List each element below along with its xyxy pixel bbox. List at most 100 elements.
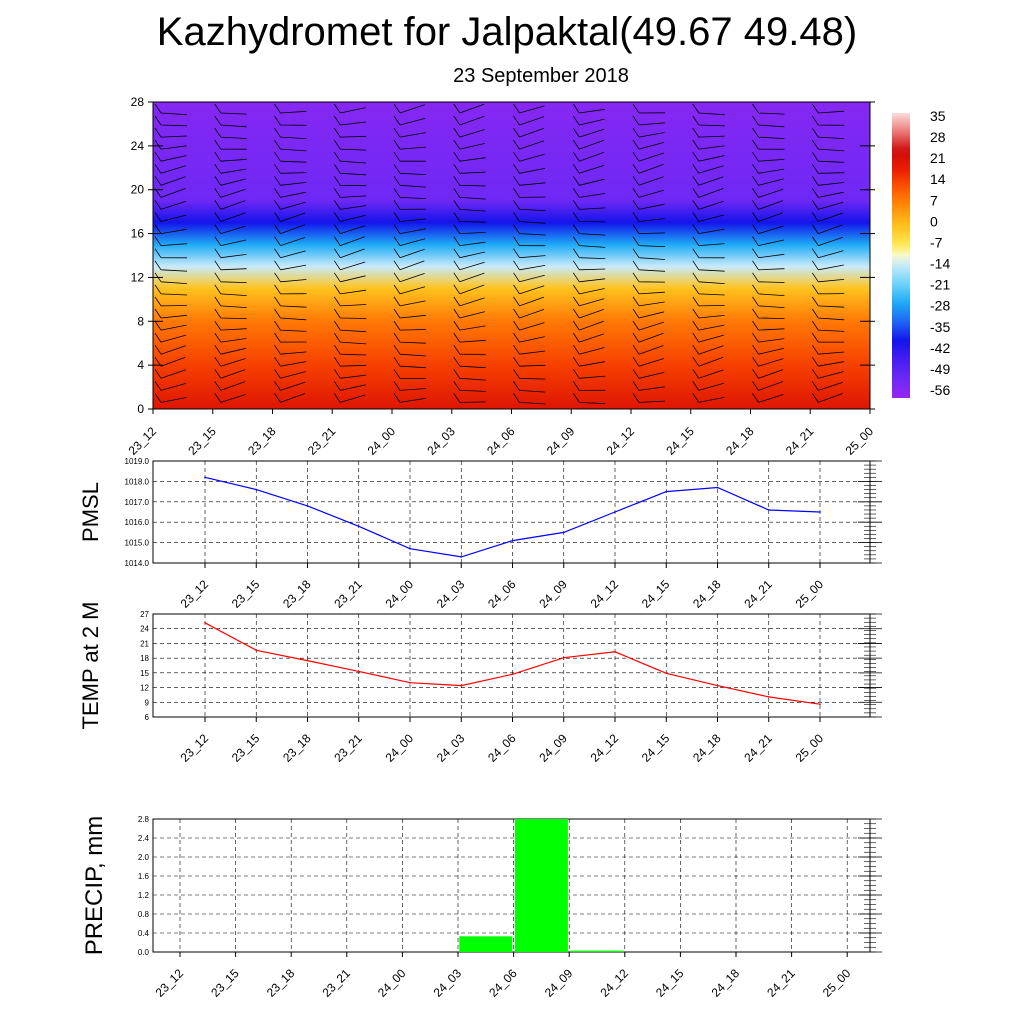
data-point — [306, 505, 309, 507]
wind-barb — [752, 393, 784, 403]
heatmap-field — [153, 102, 870, 409]
x-tick-label: 24_06 — [485, 577, 519, 611]
wind-barb — [632, 127, 665, 138]
data-point — [716, 684, 719, 687]
wind-barb — [811, 381, 844, 391]
wind-barb — [752, 260, 785, 271]
wind-barb — [572, 369, 606, 379]
precip-bar — [570, 950, 624, 952]
wind-barb — [453, 200, 486, 212]
wind-barb — [513, 127, 545, 138]
wind-barb — [572, 164, 605, 174]
wind-barb — [752, 320, 785, 331]
data-point — [511, 539, 514, 542]
wind-barb — [333, 296, 367, 307]
wind-barb — [154, 151, 187, 162]
wind-barb — [214, 212, 246, 222]
wind-barb — [572, 344, 605, 355]
wind-barb — [333, 248, 365, 259]
x-tick-label: 24_15 — [639, 731, 673, 765]
wind-barb — [274, 332, 307, 343]
x-tick-label: 25_00 — [820, 966, 854, 1000]
data-point — [255, 488, 258, 491]
wind-barb — [154, 344, 186, 355]
wind-barb — [692, 272, 725, 284]
wind-barb — [274, 296, 307, 308]
x-tick-label: 24_06 — [485, 731, 519, 765]
data-point — [306, 659, 309, 662]
data-point — [460, 556, 463, 558]
y-axis-label: PRECIP, mm — [81, 816, 108, 956]
wind-barb — [393, 127, 426, 138]
wind-barb — [692, 284, 725, 296]
wind-barb — [811, 127, 845, 139]
y-axis-label: TEMP at 2 M — [78, 602, 103, 730]
wind-barb — [811, 188, 844, 198]
wind-barb — [274, 103, 307, 114]
wind-barb — [214, 224, 246, 234]
wind-barb — [692, 164, 724, 174]
wind-barb — [513, 369, 546, 380]
y-tick-label: 27 — [140, 610, 149, 619]
wind-barb — [333, 224, 366, 234]
wind-barb — [752, 344, 784, 355]
wind-barb — [692, 176, 724, 186]
y-tick-label: 12 — [131, 270, 145, 284]
wind-barb — [692, 296, 725, 307]
wind-barbs — [154, 103, 845, 405]
wind-barb — [393, 393, 426, 403]
wind-barb — [692, 332, 724, 343]
x-tick-label: 24_12 — [588, 731, 622, 765]
wind-barb — [393, 236, 426, 246]
wind-barb — [453, 103, 485, 114]
wind-barb — [274, 260, 307, 271]
wind-barb — [572, 236, 606, 248]
wind-barb — [632, 356, 664, 367]
wind-barb — [274, 393, 306, 403]
wind-barb — [214, 369, 246, 379]
x-tick-label: 24_00 — [383, 731, 417, 765]
wind-barb — [811, 320, 845, 332]
wind-barb — [274, 115, 307, 126]
x-tick-label: 24_15 — [663, 424, 697, 458]
x-tick-label: 23_15 — [229, 731, 263, 765]
wind-barb — [513, 320, 545, 331]
x-tick-label: 24_15 — [653, 966, 687, 1000]
wind-barb — [632, 344, 664, 355]
x-tick-label: 24_09 — [544, 424, 578, 458]
wind-barb — [333, 344, 367, 356]
wind-barb — [811, 115, 845, 126]
wind-barb — [393, 115, 426, 126]
wind-barb — [752, 272, 785, 283]
colorbar-label: -35 — [930, 319, 950, 335]
wind-barb — [393, 248, 425, 259]
data-point — [665, 490, 668, 493]
x-tick-label: 23_15 — [185, 424, 219, 458]
x-tick-label: 24_03 — [434, 731, 468, 765]
x-tick-label: 23_21 — [331, 731, 365, 765]
wind-barb — [274, 248, 306, 259]
temp-2m-chart: 6 9 12 15 18 21 24 27 23_12 23_15 23_18 23_21 24_00 2… — [78, 602, 882, 765]
wind-barb — [811, 200, 844, 210]
wind-barb — [811, 332, 845, 343]
data-point — [768, 696, 770, 698]
wind-barb — [154, 200, 186, 210]
y-tick-label: 1016.0 — [125, 518, 150, 527]
wind-barb — [811, 151, 845, 163]
wind-barb — [513, 139, 545, 150]
wind-barb — [692, 115, 725, 127]
wind-barb — [214, 332, 247, 343]
wind-barb — [274, 284, 307, 295]
wind-barb — [632, 188, 665, 198]
wind-barb — [333, 284, 367, 295]
wind-barb — [752, 212, 784, 222]
wind-barb — [513, 356, 546, 367]
y-tick-label: 9 — [145, 698, 150, 707]
wind-barb — [453, 139, 486, 150]
wind-barb — [632, 176, 664, 186]
wind-barb — [214, 151, 247, 162]
y-tick-label: 0 — [137, 402, 144, 416]
y-tick-label: 15 — [140, 669, 149, 678]
x-tick-label: 24_03 — [434, 577, 468, 611]
y-tick-label: 1018.0 — [125, 477, 150, 486]
